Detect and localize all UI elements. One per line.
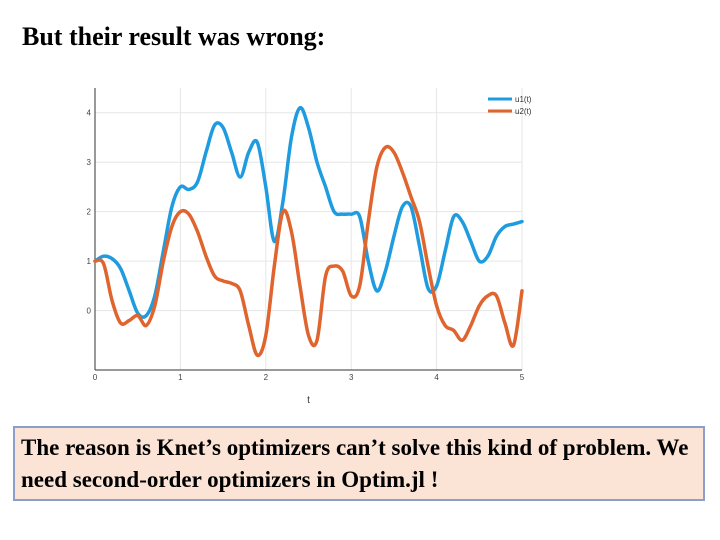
legend-label: u1(t) — [515, 95, 532, 104]
legend-label: u2(t) — [515, 107, 532, 116]
chart-grid — [94, 88, 523, 370]
chart-series — [93, 106, 524, 358]
plot-background — [70, 80, 540, 410]
chart-ticks: 0 1 2 3 4 5 0 1 2 3 4 — [87, 109, 525, 382]
chart-legend: u1(t) u2(t) — [488, 95, 532, 116]
x-tick-label: 1 — [178, 373, 183, 382]
x-axis-label: t — [307, 395, 310, 406]
slide-title: But their result was wrong: — [22, 22, 326, 51]
x-tick-label: 3 — [349, 373, 354, 382]
callout-box: The reason is Knet’s optimizers can’t so… — [13, 426, 705, 501]
line-chart: 0 1 2 3 4 5 0 1 2 3 4 u1(t) u2(t) t — [70, 80, 540, 410]
y-tick-label: 4 — [87, 109, 92, 118]
x-tick-label: 2 — [264, 373, 269, 382]
y-tick-label: 0 — [87, 307, 92, 316]
series-line-2 — [93, 144, 524, 358]
x-tick-label: 4 — [434, 373, 439, 382]
series-line-1 — [93, 106, 524, 319]
chart-axes — [94, 88, 522, 371]
callout-text: The reason is Knet’s optimizers can’t so… — [21, 435, 689, 492]
x-tick-label: 0 — [93, 373, 98, 382]
x-tick-label: 5 — [520, 373, 525, 382]
y-tick-label: 2 — [87, 208, 92, 217]
y-tick-label: 1 — [87, 257, 92, 266]
y-tick-label: 3 — [87, 158, 92, 167]
